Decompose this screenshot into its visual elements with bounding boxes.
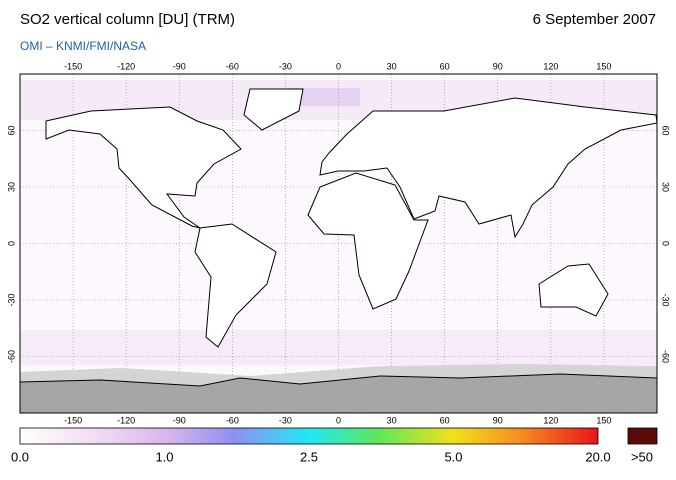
lat-label-left: 60: [6, 125, 16, 135]
lon-label-top: 150: [596, 61, 611, 71]
date: 6 September 2007: [533, 11, 656, 28]
title: SO2 vertical column [DU] (TRM): [20, 11, 235, 28]
lon-label-top: 30: [387, 61, 397, 71]
lon-label-top: -150: [64, 61, 82, 71]
lon-label-bottom: 120: [543, 415, 558, 425]
lon-label-top: -30: [279, 61, 292, 71]
colorbar-label: 2.5: [300, 449, 318, 464]
eurasia: [319, 97, 657, 239]
lon-label-bottom: 60: [440, 415, 450, 425]
lat-label-left: 30: [6, 182, 16, 192]
lon-label-top: -60: [226, 61, 239, 71]
lon-label-top: 0: [336, 61, 341, 71]
subtitle: OMI – KNMI/FMI/NASA: [20, 39, 146, 53]
lon-label-top: -90: [173, 61, 186, 71]
noise-band: [290, 88, 360, 106]
lon-label-bottom: 90: [493, 415, 503, 425]
map-area: [20, 74, 657, 413]
lon-label-top: 120: [543, 61, 558, 71]
lat-label-left: 0: [6, 241, 16, 246]
australia: [538, 263, 609, 317]
colorbar-label: 5.0: [444, 449, 462, 464]
map-frame: [19, 73, 658, 414]
colorbar-label: 1.0: [155, 449, 173, 464]
tick-labels: -150 -150 -120 -120 -90 -90 -60 -60 -30 -30 0 0 30 30…: [6, 61, 670, 425]
lat-label-right: 30: [661, 182, 671, 192]
lon-label-bottom: 30: [387, 415, 397, 425]
greenland: [243, 88, 304, 131]
lon-label-bottom: -120: [117, 415, 135, 425]
lon-label-top: -120: [117, 61, 135, 71]
overflow-swatch: [627, 427, 658, 445]
lon-label-bottom: 0: [336, 415, 341, 425]
lon-label-bottom: -60: [226, 415, 239, 425]
lon-label-top: 60: [440, 61, 450, 71]
lat-label-right: 60: [661, 125, 671, 135]
lon-label-bottom: -150: [64, 415, 82, 425]
overflow-label: >50: [631, 449, 653, 464]
antarctica: [20, 373, 657, 413]
lat-label-left: -30: [6, 293, 16, 306]
lat-label-right: -30: [661, 293, 671, 306]
lat-label-right: -60: [661, 350, 671, 363]
north-america: [45, 106, 242, 229]
lon-label-top: 90: [493, 61, 503, 71]
lon-label-bottom: -30: [279, 415, 292, 425]
lon-label-bottom: 150: [596, 415, 611, 425]
south-america: [194, 223, 277, 348]
africa: [307, 172, 429, 310]
lon-label-bottom: -90: [173, 415, 186, 425]
colorbar-labels: 0.0 1.0 2.5 5.0 20.0: [11, 449, 611, 464]
colorbar-label: 0.0: [11, 449, 29, 464]
colorbar: [19, 427, 599, 445]
lat-label-right: 0: [661, 241, 671, 246]
lat-label-left: -60: [6, 350, 16, 363]
colorbar-label: 20.0: [585, 449, 610, 464]
